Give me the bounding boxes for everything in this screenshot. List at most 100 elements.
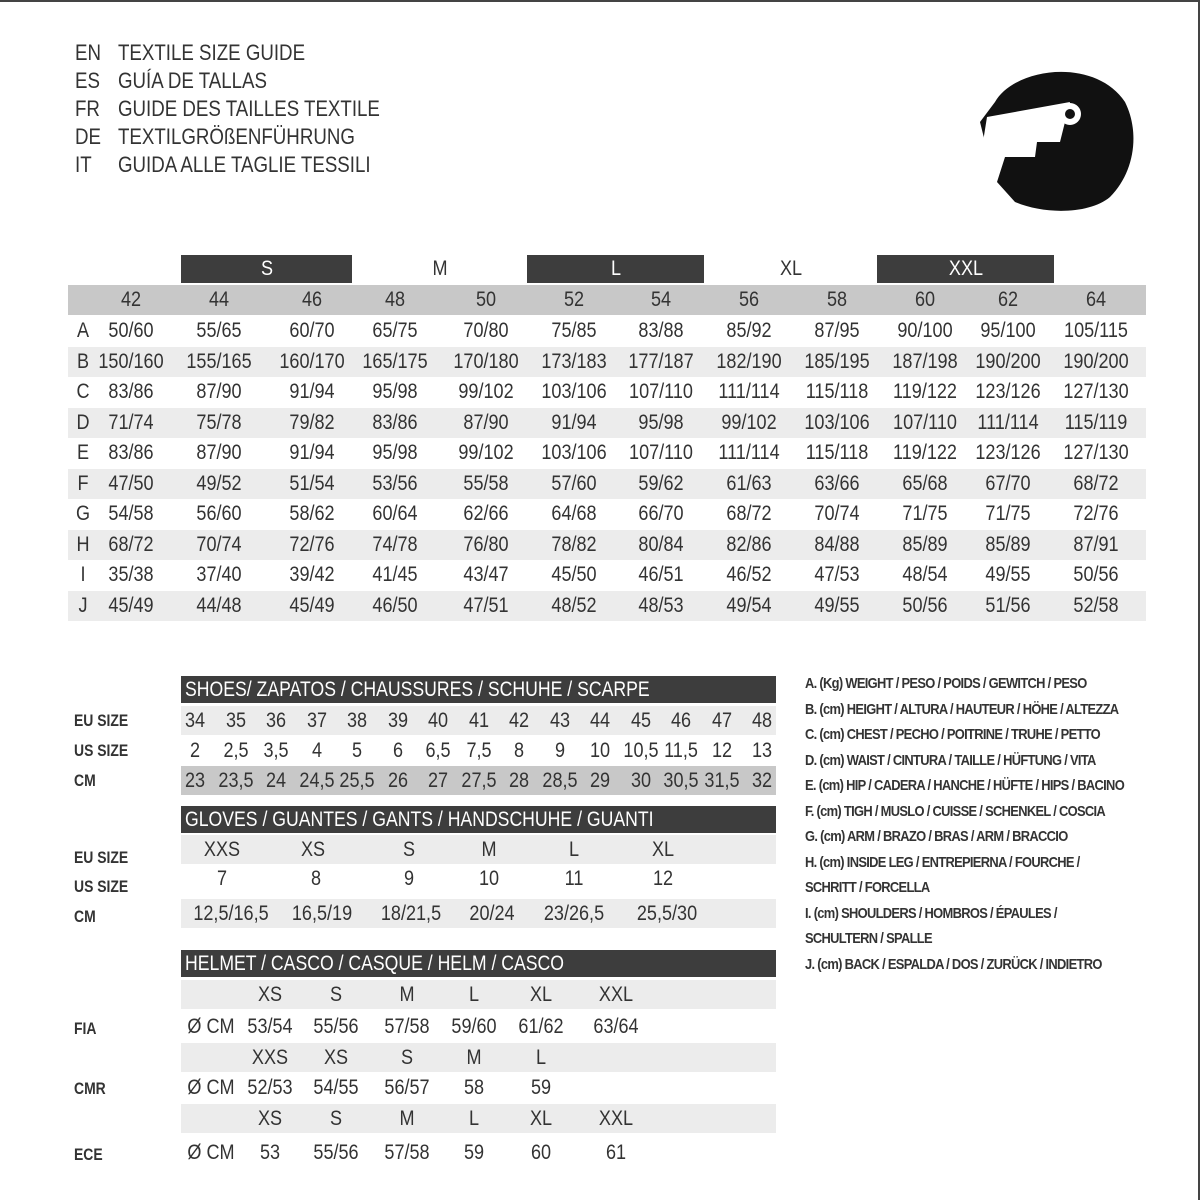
- table-cell: 49/52: [196, 471, 242, 495]
- size-group-header: S: [181, 255, 352, 283]
- table-cell: 71/74: [108, 410, 154, 434]
- table-cell: 42: [508, 709, 530, 732]
- table-row: [181, 706, 776, 735]
- table-row: [68, 407, 1146, 438]
- table-cell: 79/82: [289, 410, 335, 434]
- table-cell: 58/62: [289, 502, 335, 525]
- table-cell: 185/195: [804, 349, 870, 373]
- size-number: 58: [826, 288, 848, 311]
- table-cell: 80/84: [638, 532, 684, 556]
- table-cell: 105/115: [1064, 319, 1128, 342]
- size-number: 60: [914, 288, 936, 311]
- section-header: HELMET / CASCO / CASQUE / HELM / CASCO: [181, 950, 776, 977]
- table-cell: 60/64: [372, 502, 418, 525]
- row-label: CM: [74, 907, 96, 926]
- table-cell: 95/98: [638, 410, 684, 434]
- guide-title: GUÍA DE TALLAS: [118, 68, 267, 93]
- row-label: ECE: [74, 1145, 103, 1164]
- size-number: 62: [997, 288, 1019, 311]
- table-cell: 44/48: [196, 593, 242, 617]
- table-cell: 150/160: [98, 349, 164, 373]
- table-cell: 70/74: [814, 502, 860, 525]
- table-cell: 63/66: [814, 471, 860, 495]
- size-row: [181, 1043, 776, 1072]
- size-number: 64: [1085, 288, 1107, 311]
- table-cell: 56/60: [196, 502, 242, 525]
- row-key: D: [76, 410, 90, 434]
- table-cell: 20/24: [469, 902, 515, 925]
- table-cell: 103/106: [541, 441, 607, 464]
- row-label: CM: [74, 771, 96, 790]
- table-cell: 85/89: [902, 532, 948, 556]
- table-cell: XS: [300, 838, 326, 861]
- section-title: GLOVES / GUANTES / GANTS / HANDSCHUHE / …: [185, 808, 654, 831]
- table-cell: 115/118: [805, 441, 869, 464]
- table-cell: 46/50: [372, 593, 418, 617]
- table-cell: 57/60: [551, 471, 597, 495]
- frame-border: [0, 0, 1200, 2]
- size-header-row: [68, 285, 1146, 315]
- table-cell: 48/52: [551, 593, 597, 617]
- table-cell: 91/94: [289, 441, 335, 464]
- table-cell: 47/50: [108, 471, 154, 495]
- table-cell: 62/66: [463, 502, 509, 525]
- table-cell: 61/62: [518, 1015, 564, 1038]
- guide-title: TEXTILE SIZE GUIDE: [118, 40, 306, 65]
- row-key: A: [76, 319, 90, 342]
- table-cell: 57/58: [384, 1015, 430, 1038]
- row-key: I: [80, 563, 86, 586]
- table-cell: 44: [589, 709, 611, 732]
- table-cell: 91/94: [551, 410, 597, 434]
- helmet-size: XXL: [598, 1107, 634, 1130]
- size-group-header: M: [355, 255, 525, 283]
- table-cell: 59/60: [451, 1015, 497, 1038]
- row-label: US SIZE: [74, 741, 129, 760]
- table-cell: 45/49: [289, 593, 335, 617]
- frame-border: [1198, 0, 1200, 1200]
- table-cell: 115/119: [1064, 410, 1128, 434]
- table-cell: 70/80: [463, 319, 509, 342]
- section-title: HELMET / CASCO / CASQUE / HELM / CASCO: [185, 952, 565, 975]
- table-cell: 51/54: [289, 471, 335, 495]
- table-cell: 50/60: [108, 319, 154, 342]
- table-cell: 13: [751, 739, 773, 762]
- table-cell: 30,5: [663, 769, 699, 792]
- table-cell: 37/40: [196, 563, 242, 586]
- table-cell: 10: [589, 739, 611, 762]
- helmet-icon: [980, 71, 1134, 211]
- table-cell: 52/58: [1073, 593, 1119, 617]
- table-cell: 182/190: [716, 349, 782, 373]
- unit-label: Ø CM: [187, 1141, 235, 1164]
- table-cell: 83/86: [372, 410, 418, 434]
- section-header: GLOVES / GUANTES / GANTS / HANDSCHUHE / …: [181, 806, 776, 833]
- table-cell: 95/98: [372, 441, 418, 464]
- legend-item: SCHULTERN / SPALLE: [805, 930, 933, 947]
- table-row: [181, 835, 776, 864]
- helmet-size: L: [535, 1046, 547, 1069]
- size-group-label: XL: [779, 257, 802, 280]
- table-row: [181, 766, 776, 795]
- size-row: [181, 1104, 776, 1133]
- table-cell: 72/76: [1073, 502, 1119, 525]
- table-cell: 39: [387, 709, 408, 732]
- table-cell: 6,5: [425, 739, 451, 762]
- helmet-size: S: [329, 983, 343, 1006]
- table-row: [68, 529, 1146, 560]
- table-cell: 12: [652, 867, 674, 890]
- table-cell: 47/53: [814, 563, 860, 586]
- table-cell: 8: [310, 867, 322, 890]
- row-key: B: [76, 349, 90, 373]
- table-cell: 60/70: [289, 319, 335, 342]
- table-cell: 24: [265, 769, 287, 792]
- table-cell: 87/95: [814, 319, 860, 342]
- table-cell: 75/78: [196, 410, 242, 434]
- table-cell: 2: [189, 739, 201, 762]
- table-cell: 84/88: [814, 532, 860, 556]
- row-label: US SIZE: [74, 877, 129, 896]
- table-cell: 76/80: [463, 532, 509, 556]
- table-cell: 43/47: [463, 563, 509, 586]
- table-cell: M: [481, 838, 497, 861]
- table-cell: 127/130: [1063, 441, 1129, 464]
- helmet-size: XS: [323, 1046, 349, 1069]
- table-cell: 43: [549, 709, 570, 732]
